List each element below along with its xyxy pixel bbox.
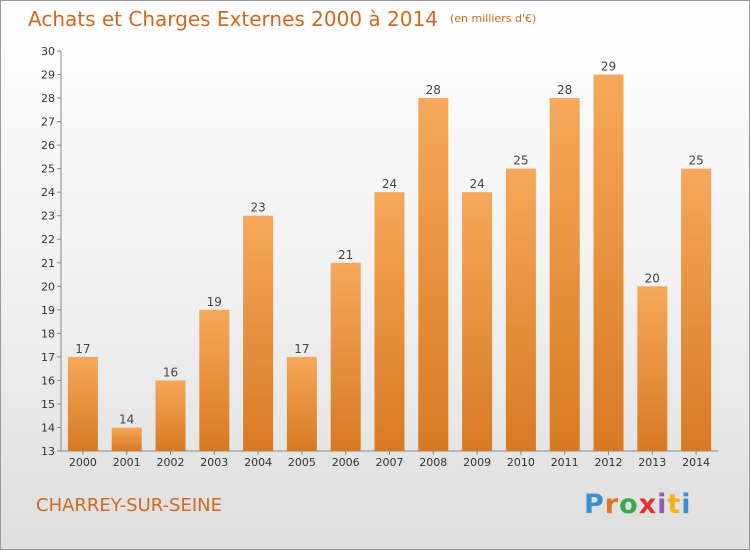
y-tick-label: 14 [41, 421, 55, 434]
logo-letter: P [584, 489, 605, 520]
bar [418, 98, 449, 451]
y-tick-label: 16 [41, 374, 55, 387]
x-tick-label: 2007 [376, 456, 404, 469]
bar [374, 192, 405, 452]
bar [67, 356, 98, 451]
data-label: 20 [645, 271, 660, 285]
y-tick-label: 19 [41, 304, 55, 317]
x-tick-label: 2006 [332, 456, 360, 469]
logo-letter: x [638, 489, 658, 520]
y-tick-label: 26 [41, 139, 55, 152]
bar [637, 286, 668, 451]
y-tick-label: 20 [41, 280, 55, 293]
bars [67, 74, 712, 452]
chart-title: Achats et Charges Externes 2000 à 2014 (e… [28, 7, 536, 31]
data-label: 17 [294, 342, 309, 356]
y-tick-label: 13 [41, 445, 55, 458]
data-label: 24 [469, 177, 484, 191]
y-tick-label: 25 [41, 163, 55, 176]
bar [155, 380, 186, 451]
logo-letter: t [667, 489, 682, 520]
bar [330, 262, 361, 451]
y-tick-label: 29 [41, 69, 55, 82]
proxiti-logo[interactable]: Proxiti [584, 489, 692, 520]
y-tick-label: 27 [41, 116, 55, 129]
x-tick-label: 2001 [113, 456, 141, 469]
data-label: 21 [338, 248, 353, 262]
data-label: 29 [601, 60, 616, 74]
x-tick-label: 2010 [507, 456, 535, 469]
data-label: 17 [75, 342, 90, 356]
data-label: 19 [207, 295, 222, 309]
bar [243, 215, 274, 451]
x-tick-label: 2005 [288, 456, 316, 469]
bar [462, 192, 493, 452]
commune-name: CHARREY-SUR-SEINE [36, 495, 222, 516]
y-tick-label: 21 [41, 257, 55, 270]
title-text: Achats et Charges Externes 2000 à 2014 [28, 7, 438, 31]
bar [199, 309, 230, 451]
x-tick-label: 2002 [157, 456, 185, 469]
data-label: 24 [382, 177, 397, 191]
logo-letter: i [681, 489, 692, 520]
y-tick-label: 24 [41, 186, 55, 199]
x-axis: 2000 2001 2002 2003 2004 2005 2006 2007 2008 2009… [61, 450, 718, 469]
data-label: 14 [119, 412, 134, 426]
data-label: 16 [163, 365, 178, 379]
x-tick-label: 2000 [69, 456, 97, 469]
bar [593, 74, 624, 451]
x-tick-label: 2014 [682, 456, 710, 469]
logo-letter: o [619, 489, 639, 520]
y-axis: 13 14 15 16 17 18 19 20 21 22 23 24 25 26 27 28 29 30 [41, 45, 62, 458]
bar [505, 168, 536, 451]
unit-note: (en milliers d'€) [449, 12, 537, 25]
logo-letter: r [604, 489, 620, 520]
y-tick-label: 17 [41, 351, 55, 364]
x-tick-label: 2013 [638, 456, 666, 469]
x-tick-label: 2011 [551, 456, 579, 469]
x-tick-label: 2009 [463, 456, 491, 469]
bar [681, 168, 712, 451]
x-tick-label: 2003 [200, 456, 228, 469]
x-tick-label: 2004 [244, 456, 272, 469]
bar [286, 356, 317, 451]
data-label: 23 [250, 201, 265, 215]
y-tick-label: 18 [41, 327, 55, 340]
y-tick-label: 22 [41, 233, 55, 246]
y-tick-label: 30 [41, 45, 55, 58]
data-labels: 17 14 16 19 23 17 21 24 28 24 25 28 29 20 25 [75, 60, 703, 427]
x-tick-label: 2008 [419, 456, 447, 469]
bar [111, 427, 142, 451]
x-tick-label: 2012 [595, 456, 623, 469]
data-label: 25 [513, 154, 528, 168]
data-label: 25 [688, 154, 703, 168]
bar [549, 98, 580, 451]
y-tick-label: 15 [41, 398, 55, 411]
data-label: 28 [426, 83, 441, 97]
y-tick-label: 28 [41, 92, 55, 105]
y-tick-label: 23 [41, 210, 55, 223]
data-label: 28 [557, 83, 572, 97]
logo-letter: i [657, 489, 668, 520]
